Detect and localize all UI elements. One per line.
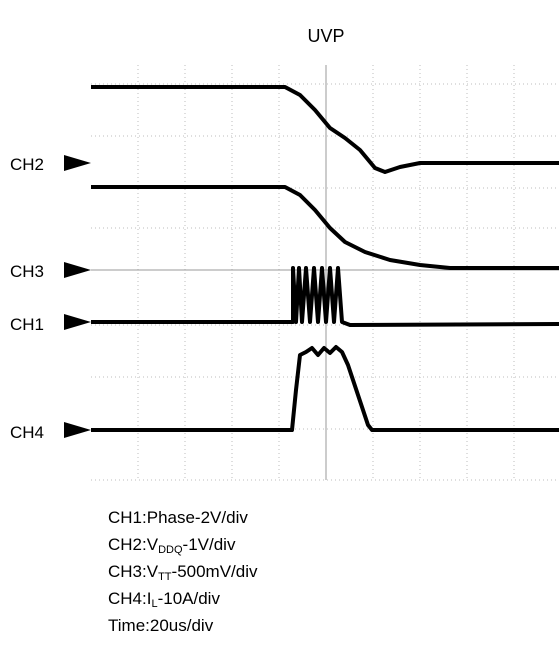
note-line: Time:20us/div	[108, 616, 214, 635]
note-text: CH4:I	[108, 589, 152, 608]
ch1-trace	[91, 266, 559, 327]
note-subscript: L	[151, 598, 158, 610]
note-text: CH3:V	[108, 562, 159, 581]
ch4-trace	[91, 345, 559, 432]
note-line: CH2:VDDQ-1V/div	[108, 531, 258, 558]
ch4-arrow	[64, 422, 91, 438]
ch3-label: CH3	[10, 262, 44, 281]
ch2-arrow	[64, 155, 91, 171]
settings-notes: CH1:Phase-2V/div CH2:VDDQ-1V/div CH3:VTT…	[108, 504, 258, 639]
grid	[91, 65, 559, 481]
ch4-label: CH4	[10, 423, 44, 442]
ch2-trace	[91, 85, 559, 174]
note-subscript: DDQ	[158, 544, 183, 556]
note-text: -10A/div	[157, 589, 220, 608]
note-text: CH2:V	[108, 535, 159, 554]
ch3-trace	[91, 185, 559, 270]
channel-markers: CH2 CH3 CH1 CH4	[10, 155, 91, 442]
note-text: -1V/div	[182, 535, 236, 554]
title: UVP	[307, 26, 344, 46]
ch1-label: CH1	[10, 315, 44, 334]
ch1-arrow	[64, 314, 91, 330]
note-text: -500mV/div	[171, 562, 258, 581]
note-line: CH3:VTT-500mV/div	[108, 558, 258, 585]
ch3-arrow	[64, 262, 91, 278]
note-line: CH1:Phase-2V/div	[108, 508, 248, 527]
note-line: CH4:IL-10A/div	[108, 585, 258, 612]
ch2-label: CH2	[10, 155, 44, 174]
scope-plot: UVP CH2 CH3 CH1 CH4	[10, 26, 559, 481]
note-subscript: TT	[158, 571, 172, 583]
